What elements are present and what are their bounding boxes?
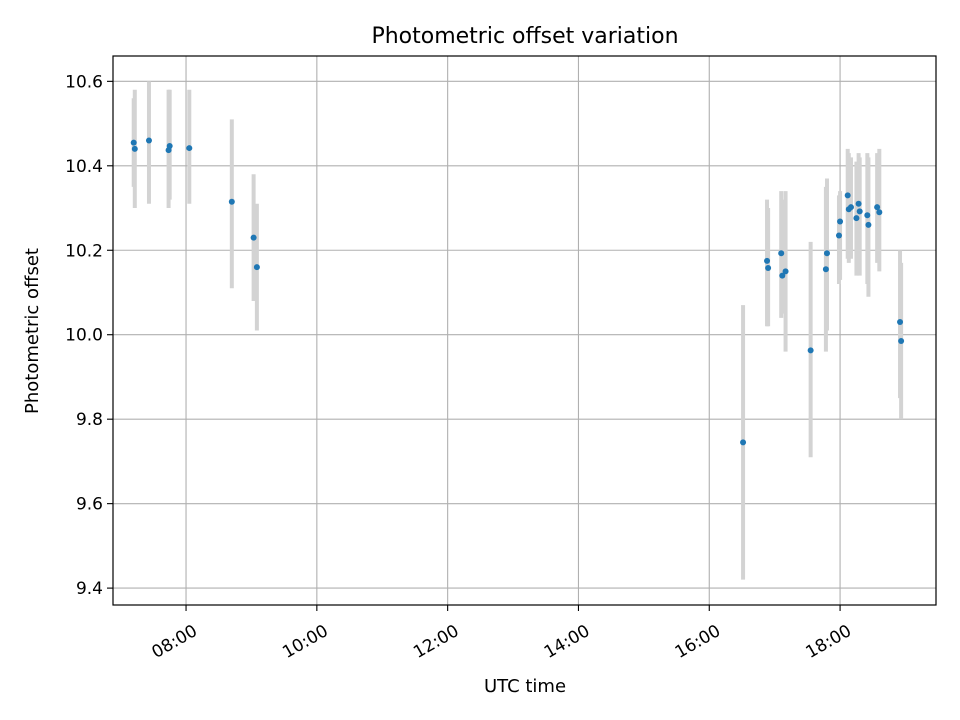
data-point bbox=[837, 218, 844, 225]
data-point bbox=[253, 264, 260, 271]
data-point bbox=[853, 215, 860, 222]
data-point bbox=[145, 137, 152, 144]
y-tick-label: 10.4 bbox=[65, 157, 103, 177]
data-point bbox=[166, 142, 173, 149]
data-point bbox=[250, 234, 257, 241]
y-tick-label: 10.0 bbox=[65, 326, 103, 346]
y-tick-label: 9.6 bbox=[76, 495, 103, 515]
data-point bbox=[835, 232, 842, 239]
data-point bbox=[765, 264, 772, 271]
chart-title: Photometric offset variation bbox=[371, 24, 678, 49]
data-point bbox=[778, 250, 785, 257]
data-points bbox=[130, 137, 905, 446]
data-point bbox=[864, 212, 871, 219]
data-point bbox=[876, 209, 883, 216]
x-axis-label: UTC time bbox=[484, 676, 566, 697]
data-point bbox=[855, 200, 862, 207]
data-point bbox=[898, 338, 905, 345]
data-point bbox=[740, 439, 747, 446]
y-tick-label: 9.8 bbox=[76, 410, 103, 430]
data-point bbox=[131, 145, 138, 152]
data-point bbox=[228, 198, 235, 205]
data-point bbox=[897, 319, 904, 326]
data-point bbox=[782, 268, 789, 275]
data-point bbox=[865, 221, 872, 228]
y-tick-label: 9.4 bbox=[76, 579, 103, 599]
y-tick-label: 10.6 bbox=[65, 72, 103, 92]
data-point bbox=[823, 250, 830, 257]
data-point bbox=[779, 272, 786, 279]
plot-frame bbox=[112, 55, 937, 606]
data-point bbox=[822, 266, 829, 273]
y-axis-label: Photometric offset bbox=[22, 248, 43, 414]
y-tick-label: 10.2 bbox=[65, 241, 103, 261]
data-point bbox=[874, 204, 881, 211]
grid-lines bbox=[113, 56, 936, 605]
data-point bbox=[186, 145, 193, 152]
data-point bbox=[844, 192, 851, 199]
data-point bbox=[764, 257, 771, 264]
y-axis-ticks: 9.4 9.6 9.8 10.0 10.2 10.4 10.6 bbox=[65, 72, 113, 599]
data-point bbox=[847, 204, 854, 211]
data-point bbox=[807, 347, 814, 354]
data-point bbox=[856, 208, 863, 215]
data-point bbox=[130, 139, 137, 146]
